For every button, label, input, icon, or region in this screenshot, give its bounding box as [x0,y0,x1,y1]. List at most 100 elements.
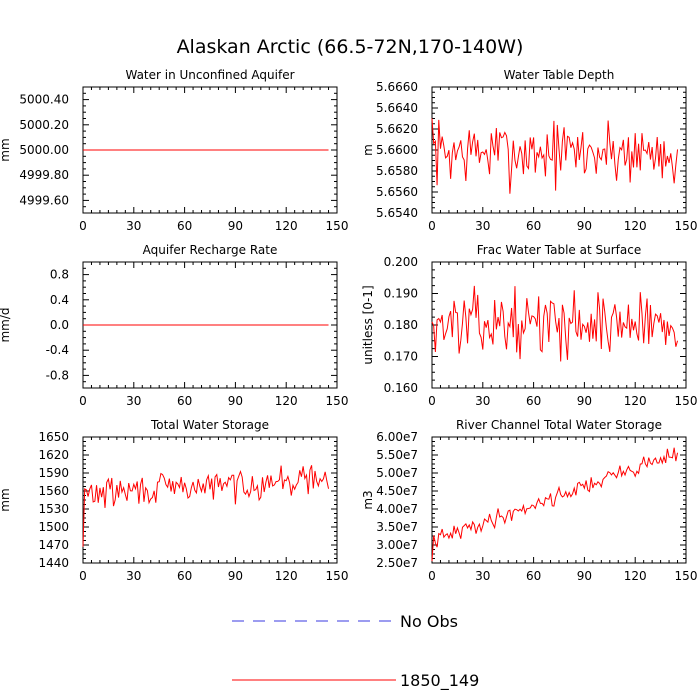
y-tick-label: 5.6580 [376,164,418,178]
y-tick-label: 0.200 [384,255,418,269]
y-tick-label: 3.00e7 [376,538,418,552]
x-tick-label: 150 [675,394,698,408]
x-tick-label: 120 [275,219,298,233]
y-tick-label: 5.6620 [376,122,418,136]
panel-title: Frac Water Table at Surface [477,243,641,257]
x-tick-label: 150 [326,219,349,233]
y-tick-label: 4999.80 [19,168,69,182]
y-tick-label: 3.50e7 [376,520,418,534]
x-tick-label: 60 [526,219,541,233]
y-tick-label: 5.6560 [376,185,418,199]
y-tick-label: 1440 [38,556,69,570]
x-tick-label: 30 [126,394,141,408]
x-tick-label: 90 [577,219,592,233]
y-axis-label: m [361,144,375,156]
series-line [431,285,679,362]
legend-label-1850-149: 1850_149 [400,671,479,691]
plot-frame [82,436,338,564]
x-tick-label: 150 [326,394,349,408]
y-tick-label: 1620 [38,448,69,462]
x-tick-label: 60 [177,219,192,233]
y-tick-label: 0.0 [50,318,69,332]
x-tick-label: 60 [177,569,192,583]
chart-panel-4: Frac Water Table at Surface 0 30 60 90 120 150… [361,243,697,408]
y-axis-label: mm [0,138,12,161]
y-tick-label: 1500 [38,520,69,534]
x-tick-label: 0 [79,219,87,233]
y-tick-label: 6.00e7 [376,430,418,444]
y-axis-label: m3 [361,490,375,509]
y-tick-label: 1650 [38,430,69,444]
y-tick-label: 0.170 [384,350,418,364]
y-tick-label: -0.4 [46,343,69,357]
x-tick-label: 30 [475,219,490,233]
x-tick-label: 60 [526,394,541,408]
y-tick-label: 5.6540 [376,206,418,220]
x-tick-label: 120 [624,569,647,583]
x-tick-label: 90 [228,219,243,233]
x-tick-label: 30 [475,394,490,408]
y-tick-label: 5.50e7 [376,448,418,462]
y-tick-label: 1590 [38,466,69,480]
y-tick-label: 0.4 [50,293,69,307]
y-tick-label: 1470 [38,538,69,552]
figure-title: Alaskan Arctic (66.5-72N,170-140W) [177,36,524,58]
plot-frame [431,436,687,564]
y-axis-label: unitless [0-1] [361,285,375,364]
y-tick-label: 0.180 [384,318,418,332]
y-axis-label: mm/d [0,307,12,342]
y-tick-label: 4.50e7 [376,484,418,498]
x-tick-label: 90 [577,394,592,408]
x-tick-label: 60 [526,569,541,583]
panel-title: Water Table Depth [504,68,615,82]
x-tick-label: 30 [126,219,141,233]
chart-panel-2: Water Table Depth 0 30 60 90 120 150 5.6540 5.65… [361,68,697,233]
y-tick-label: -0.8 [46,368,69,382]
chart-panel-5: Total Water Storage 0 30 60 90 120 150 1440 1470… [0,418,348,583]
x-tick-label: 30 [475,569,490,583]
y-tick-label: 2.50e7 [376,556,418,570]
panel-title: Total Water Storage [150,418,269,432]
y-tick-label: 5.6600 [376,143,418,157]
x-tick-label: 0 [428,394,436,408]
x-tick-label: 30 [126,569,141,583]
y-tick-label: 5.6640 [376,101,418,115]
x-tick-label: 120 [275,394,298,408]
panel-title: Water in Unconfined Aquifer [125,68,294,82]
y-tick-label: 4999.60 [19,193,69,207]
chart-panels: Water in Unconfined Aquifer 0 30 60 90 120 150… [0,68,697,583]
series-line [431,447,679,562]
y-tick-label: 0.190 [384,287,418,301]
y-tick-label: 4.00e7 [376,502,418,516]
x-tick-label: 120 [275,569,298,583]
x-tick-label: 0 [428,219,436,233]
chart-panel-6: River Channel Total Water Storage 0 30 60 90… [361,418,697,583]
legend-label-no-obs: No Obs [400,612,458,631]
y-tick-label: 0.8 [50,268,69,282]
x-tick-label: 150 [675,569,698,583]
y-tick-label: 0.160 [384,381,418,395]
x-tick-label: 150 [326,569,349,583]
x-tick-label: 150 [675,219,698,233]
x-tick-label: 60 [177,394,192,408]
x-tick-label: 90 [228,569,243,583]
y-tick-label: 5.00e7 [376,466,418,480]
x-tick-label: 0 [79,394,87,408]
x-tick-label: 120 [624,219,647,233]
x-tick-label: 120 [624,394,647,408]
x-tick-label: 0 [79,569,87,583]
y-tick-label: 5.6660 [376,80,418,94]
y-tick-label: 1530 [38,502,69,516]
x-tick-label: 0 [428,569,436,583]
x-tick-label: 90 [577,569,592,583]
panel-title: River Channel Total Water Storage [456,418,662,432]
y-tick-label: 1560 [38,484,69,498]
y-tick-label: 5000.20 [19,118,69,132]
y-tick-label: 5000.00 [19,143,69,157]
y-axis-label: mm [0,488,12,511]
y-tick-label: 5000.40 [19,93,69,107]
panel-title: Aquifer Recharge Rate [143,243,278,257]
chart-panel-1: Water in Unconfined Aquifer 0 30 60 90 120 150… [0,68,348,233]
series-line [431,118,679,194]
